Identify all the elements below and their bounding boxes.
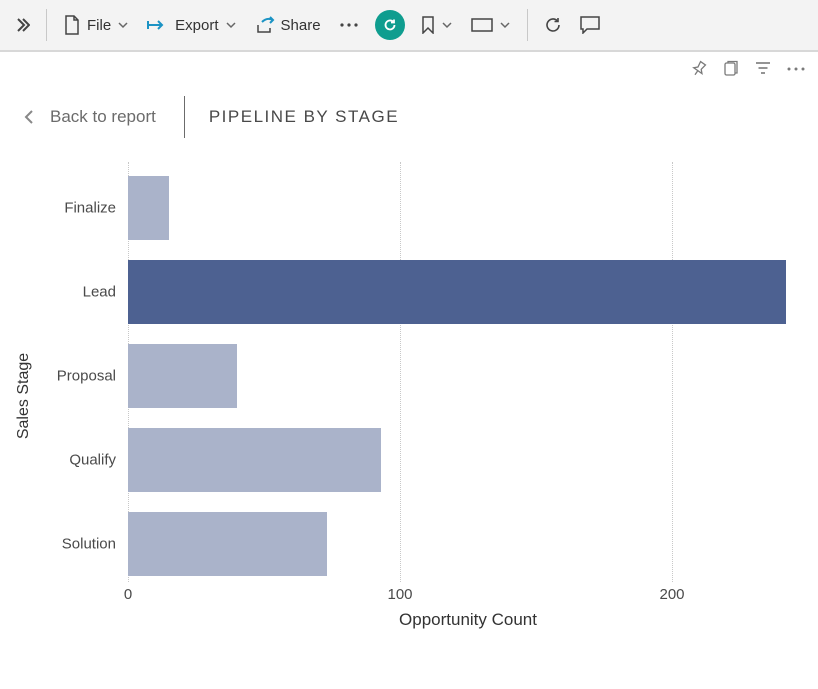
file-menu-button[interactable]: File	[55, 7, 137, 43]
visual-actions	[0, 52, 818, 86]
chevron-down-icon	[441, 19, 453, 31]
back-label: Back to report	[50, 107, 156, 127]
bar[interactable]	[128, 260, 786, 324]
visual-more-button[interactable]	[786, 66, 806, 72]
y-axis-title: Sales Stage	[15, 353, 33, 439]
ellipsis-icon	[339, 22, 359, 28]
rectangle-icon	[471, 18, 493, 32]
toolbar-separator	[46, 9, 47, 41]
chart-container: Sales Stage Finalize Lead Proposal Qualify S…	[18, 162, 818, 630]
bar[interactable]	[128, 176, 169, 240]
bookmark-menu-button[interactable]	[413, 7, 461, 43]
chart-plot-area: Finalize Lead Proposal Qualify Solution	[128, 162, 808, 582]
export-label: Export	[175, 17, 218, 34]
refresh-button[interactable]	[536, 7, 570, 43]
app-toolbar: File Export Share	[0, 0, 818, 52]
share-icon	[255, 16, 275, 34]
bar-row: Proposal	[128, 344, 237, 408]
chevron-left-icon	[22, 108, 36, 126]
view-menu-button[interactable]	[463, 7, 519, 43]
export-menu-button[interactable]: Export	[139, 7, 244, 43]
bar[interactable]	[128, 344, 237, 408]
header-divider	[184, 96, 185, 138]
toolbar-separator	[527, 9, 528, 41]
bookmark-icon	[421, 16, 435, 34]
share-button[interactable]: Share	[247, 7, 329, 43]
category-label: Qualify	[26, 452, 116, 469]
bar-row: Lead	[128, 260, 786, 324]
grid-line	[672, 162, 673, 582]
bar[interactable]	[128, 512, 327, 576]
reset-icon	[382, 17, 398, 33]
category-label: Solution	[26, 536, 116, 553]
bar-row: Qualify	[128, 428, 381, 492]
chevron-down-icon	[499, 19, 511, 31]
bar-row: Finalize	[128, 176, 169, 240]
category-label: Proposal	[26, 368, 116, 385]
copy-button[interactable]	[722, 60, 740, 78]
x-tick-label: 200	[659, 586, 684, 603]
bar[interactable]	[128, 428, 381, 492]
visual-header: Back to report Pipeline by Stage	[0, 86, 818, 156]
filter-button[interactable]	[754, 60, 772, 78]
category-label: Lead	[26, 284, 116, 301]
chevron-down-icon	[225, 19, 237, 31]
comment-button[interactable]	[572, 7, 608, 43]
back-to-report-button[interactable]: Back to report	[22, 107, 156, 127]
comment-icon	[580, 16, 600, 34]
expand-ribbon-button[interactable]	[6, 7, 38, 43]
visual-title: Pipeline by Stage	[209, 107, 399, 127]
pin-button[interactable]	[690, 60, 708, 78]
share-label: Share	[281, 17, 321, 34]
file-icon	[63, 15, 81, 35]
x-axis-ticks: 0100200	[128, 582, 808, 608]
grid-line	[400, 162, 401, 582]
bar-row: Solution	[128, 512, 327, 576]
x-tick-label: 100	[387, 586, 412, 603]
file-label: File	[87, 17, 111, 34]
category-label: Finalize	[26, 200, 116, 217]
chevron-down-icon	[117, 19, 129, 31]
x-tick-label: 0	[124, 586, 132, 603]
x-axis-title: Opportunity Count	[128, 610, 808, 630]
refresh-icon	[544, 16, 562, 34]
more-options-button[interactable]	[331, 7, 367, 43]
reset-button[interactable]	[375, 10, 405, 40]
export-icon	[147, 17, 169, 33]
